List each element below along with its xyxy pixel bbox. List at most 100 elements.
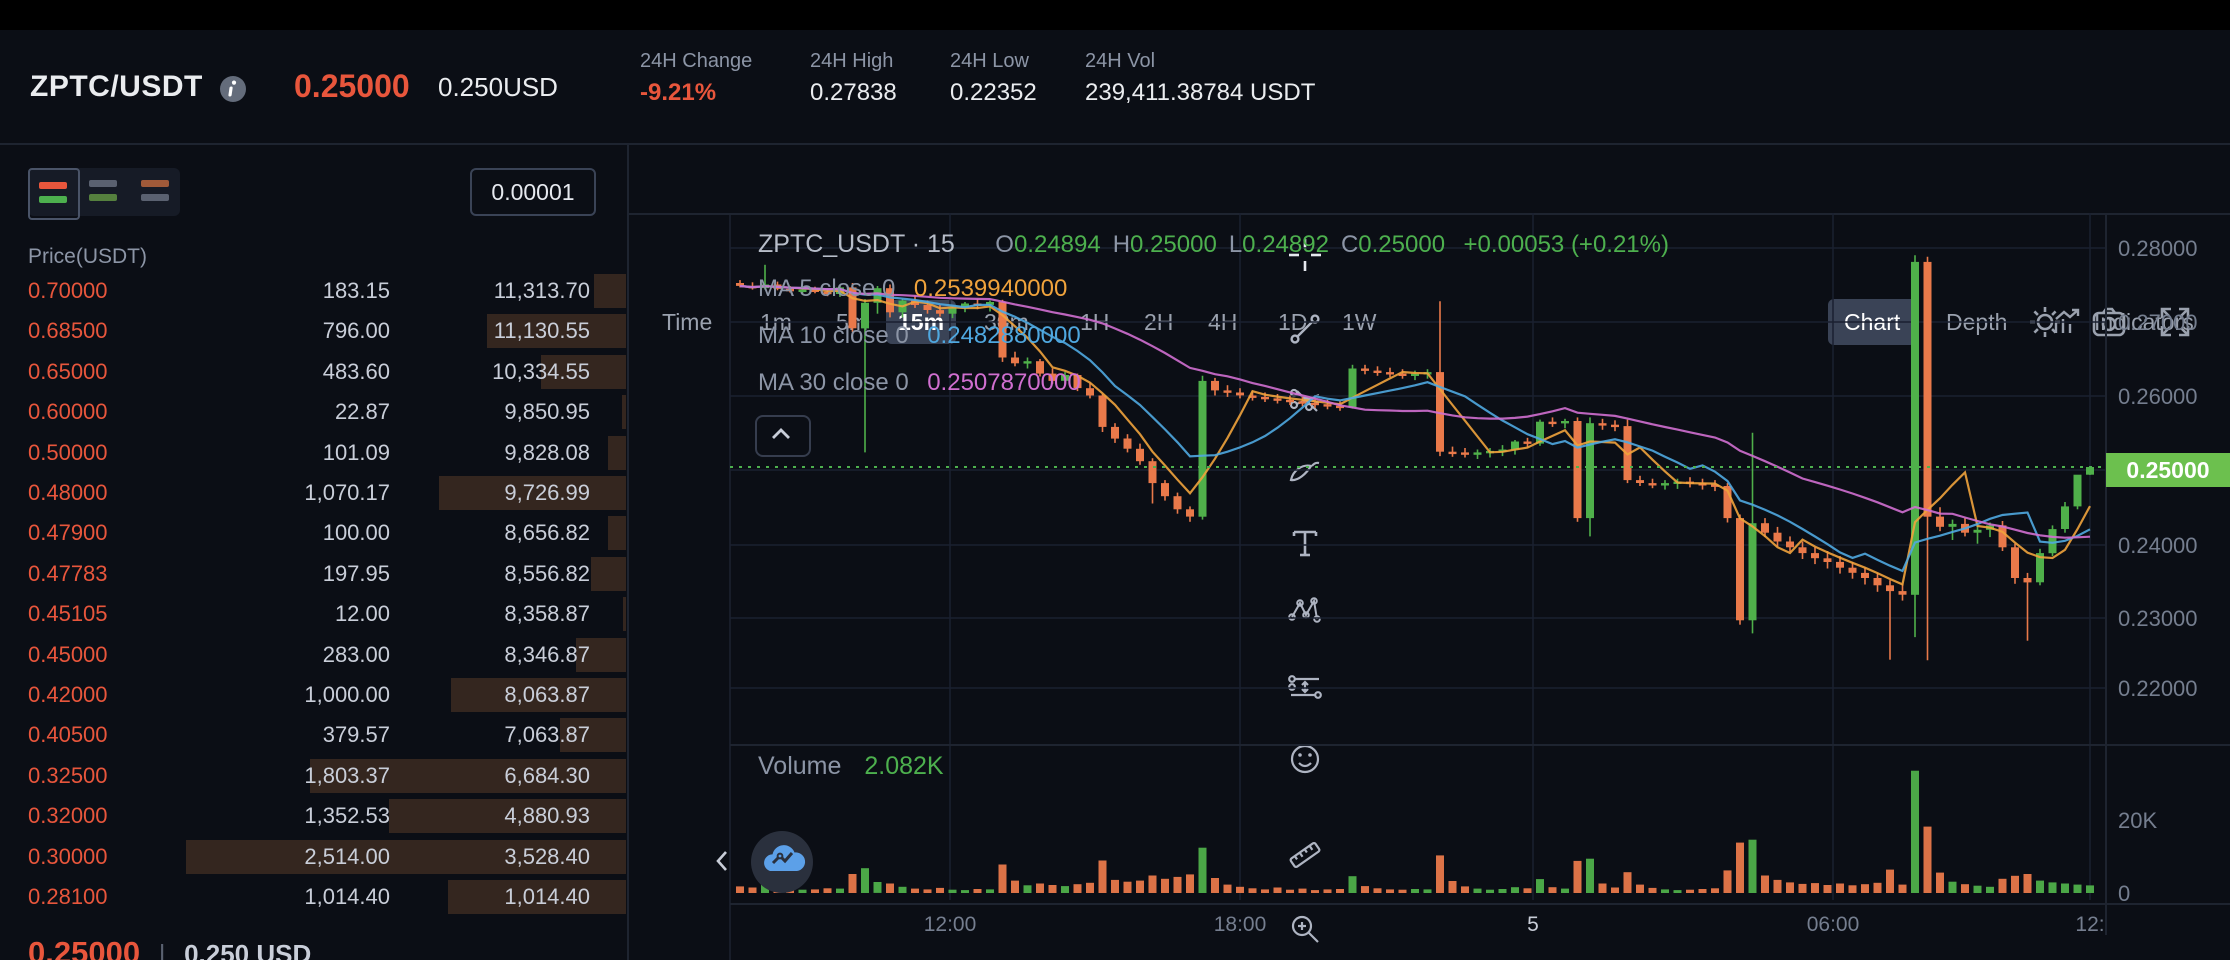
ask-total: 4,880.93	[504, 803, 590, 829]
emoji-icon[interactable]	[1287, 741, 1323, 777]
order-book-default-toggle[interactable]	[28, 168, 80, 220]
ma-legend-row: MA 10 close 0 0.2482880000	[758, 322, 1081, 350]
depth-bar	[448, 880, 626, 914]
time-axis-label: 5	[1527, 913, 1539, 936]
pair-header: ZPTC/USDT 0.25000 0.250USD 24H Change -9…	[0, 30, 2230, 143]
order-book-ask-row[interactable]: 0.32000 1,352.53 4,880.93	[0, 796, 627, 836]
panel-collapse-arrow-icon[interactable]	[712, 844, 734, 878]
current-price: 0.25000	[28, 935, 141, 960]
ask-price: 0.40500	[28, 722, 108, 748]
ma-value: 0.2507870000	[927, 369, 1081, 396]
order-book-ask-row[interactable]: 0.28100 1,014.40 1,014.40	[0, 877, 627, 917]
chart-logo-button[interactable]	[750, 830, 814, 894]
order-book-ask-row[interactable]: 0.65000 483.60 10,334.55	[0, 352, 627, 392]
ask-price: 0.47783	[28, 560, 108, 586]
forecast-projection-icon[interactable]	[1287, 669, 1323, 705]
time-axis-label: 18:00	[1213, 913, 1267, 936]
volume-axis-label: 0	[2118, 881, 2131, 906]
collapse-legend-button[interactable]	[755, 415, 811, 457]
order-book-buys-toggle[interactable]	[80, 168, 128, 216]
ask-total: 11,313.70	[493, 278, 590, 303]
depth-bar	[560, 718, 626, 753]
order-book-ask-row[interactable]: 0.47900 100.00 8,656.82	[0, 513, 627, 553]
depth-bar	[487, 314, 626, 349]
order-book-sells-toggle[interactable]	[132, 168, 180, 216]
screenshot-camera-icon[interactable]	[2090, 303, 2128, 341]
order-book-mode-group	[28, 168, 180, 220]
ma-value: 0.2482880000	[927, 322, 1081, 349]
fiat-price: 0.250USD	[438, 72, 558, 102]
depth-bar	[310, 758, 626, 793]
timeframe-Time[interactable]: Time	[662, 309, 713, 335]
order-book-ask-row[interactable]: 0.40500 379.57 7,063.87	[0, 715, 627, 755]
zoom-in-icon[interactable]	[1287, 911, 1323, 947]
chart-toolbar: Indicators Chart Depth Time1m5	[628, 143, 2230, 345]
xabcd-pattern-icon[interactable]	[1287, 595, 1323, 631]
chart-legend: ZPTC_USDT · 15 O0.24894 H0.25000 L0.24892 C…	[758, 230, 1669, 259]
candlestick-canvas	[730, 213, 2105, 900]
ask-price: 0.32500	[28, 762, 108, 788]
window-top-strip	[0, 0, 2230, 30]
ask-price: 0.50000	[28, 439, 108, 465]
measure-ruler-icon[interactable]	[1287, 837, 1323, 873]
volume-legend: Volume 2.082K	[758, 752, 944, 781]
ask-price: 0.60000	[28, 399, 108, 425]
ma-legend: MA 5 close 0 0.2539940000 MA 10 close 0 …	[758, 275, 1081, 416]
depth-bar	[576, 637, 626, 672]
legend-change: +0.00053 (+0.21%)	[1463, 231, 1670, 258]
ask-total: 8,346.87	[504, 641, 590, 667]
pair-title: ZPTC/USDT	[30, 70, 203, 103]
ohlc-key: H	[1112, 231, 1131, 258]
order-book-ask-row[interactable]: 0.60000 22.87 9,850.95	[0, 392, 627, 432]
order-book-sells-bottom-bar-icon	[141, 194, 169, 201]
ma-label: MA 30 close 0	[758, 369, 909, 396]
order-book-ask-row[interactable]: 0.70000 183.15 11,313.70	[0, 271, 627, 311]
ask-amount: 796.00	[322, 318, 390, 344]
fullscreen-icon[interactable]	[2156, 303, 2194, 341]
time-axis[interactable]: 12:00 18:00 5 06:00 12:	[730, 903, 2105, 960]
order-book-ask-row[interactable]: 0.48000 1,070.17 9,726.99	[0, 473, 627, 513]
ask-price: 0.70000	[28, 278, 108, 303]
order-book-ask-row[interactable]: 0.45000 283.00 8,346.87	[0, 635, 627, 675]
text-tool-icon[interactable]	[1287, 525, 1323, 561]
order-book-default-bottom-bar-icon	[39, 196, 67, 203]
ma-label: MA 5 close 0	[758, 275, 896, 302]
info-icon[interactable]	[218, 74, 248, 104]
depth-bar	[186, 839, 626, 874]
price-axis-label: 0.27000	[2118, 310, 2198, 335]
price-chart[interactable]	[628, 213, 2230, 960]
depth-bar	[389, 799, 626, 834]
stat-24h-change-value: -9.21%	[640, 79, 717, 106]
ask-total: 8,656.82	[504, 520, 590, 546]
ask-amount: 101.09	[322, 439, 390, 465]
brush-icon[interactable]	[1287, 453, 1323, 489]
order-book-ask-row[interactable]: 0.45105 12.00 8,358.87	[0, 594, 627, 634]
ask-amount: 483.60	[322, 358, 390, 384]
ask-amount: 1,070.17	[304, 480, 390, 505]
price-axis-label: 0.23000	[2118, 606, 2198, 631]
price-axis-label: 0.26000	[2118, 384, 2198, 409]
depth-bar	[623, 597, 626, 632]
order-book-ask-row[interactable]: 0.30000 2,514.00 3,528.40	[0, 837, 627, 877]
stat-24h-high: 24H High 0.27838	[810, 50, 897, 106]
order-book-ask-row[interactable]: 0.42000 1,000.00 8,063.87	[0, 675, 627, 715]
order-book-ask-row[interactable]: 0.50000 101.09 9,828.08	[0, 433, 627, 473]
last-price: 0.25000	[294, 68, 410, 104]
ask-price: 0.47900	[28, 520, 108, 546]
order-book-buys-bottom-bar-icon	[89, 194, 117, 201]
order-book-panel: 0.00001 Price(USDT) Amount(ZPTC) Total(Z…	[0, 143, 627, 960]
price-axis-label: 0.28000	[2118, 236, 2198, 261]
order-book-ask-row[interactable]: 0.68500 796.00 11,130.55	[0, 311, 627, 351]
order-book-ask-row[interactable]: 0.32500 1,803.37 6,684.30	[0, 756, 627, 796]
ask-amount: 1,352.53	[304, 803, 390, 829]
drawing-toolbar	[628, 213, 1322, 960]
column-header-price: Price(USDT)	[28, 245, 147, 268]
price-axis-label: 0.24000	[2118, 533, 2198, 558]
price-axis[interactable]: 0.28000 0.27000 0.26000 0.25000 0.24000 0.230…	[2105, 213, 2230, 935]
stat-24h-vol: 24H Vol 239,411.38784 USDT	[1085, 50, 1316, 106]
precision-select[interactable]: 0.00001	[470, 168, 596, 216]
ma-value: 0.2539940000	[913, 275, 1068, 302]
ask-amount: 100.00	[322, 520, 390, 546]
order-book-ask-row[interactable]: 0.47783 197.95 8,556.82	[0, 554, 627, 594]
ohlc-key: L	[1228, 231, 1243, 258]
